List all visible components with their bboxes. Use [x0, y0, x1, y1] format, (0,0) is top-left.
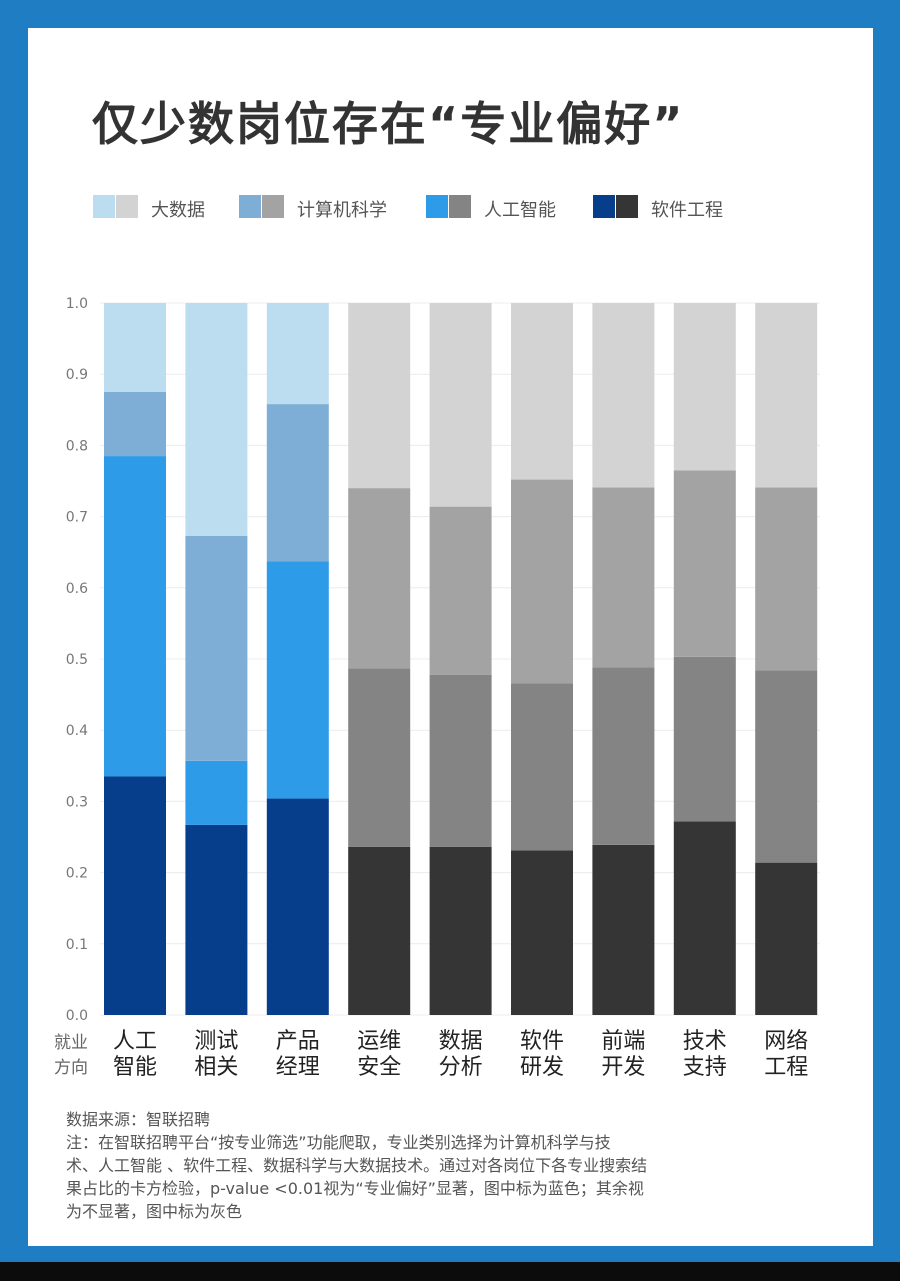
y-tick-label: 1.0 [66, 296, 88, 312]
x-axis-label: 就业 [54, 1033, 88, 1053]
bar-segment [266, 561, 329, 799]
bar-segment [511, 479, 573, 684]
legend-label: 人工智能 [484, 200, 556, 221]
x-category-label: 数据 [439, 1029, 483, 1054]
x-category-label: 技术 [683, 1029, 727, 1054]
legend-label: 大数据 [151, 200, 205, 221]
source-text: 数据来源：智联招聘 [66, 1110, 211, 1129]
y-tick-label: 0.5 [66, 652, 88, 668]
bar-segment [104, 776, 166, 1015]
bar-segment [429, 506, 492, 675]
bar-segment [266, 798, 329, 1015]
bar-segment [511, 303, 573, 480]
y-tick-label: 0.7 [66, 510, 88, 526]
bar-segment [266, 303, 329, 405]
y-tick-label: 0.0 [66, 1008, 88, 1024]
bar-segment [673, 821, 736, 1015]
legend-swatch-blue [593, 195, 615, 218]
bar-segment [592, 667, 655, 845]
legend-swatch-gray [449, 195, 471, 218]
bar-segment [185, 760, 248, 825]
legend-label: 软件工程 [651, 200, 723, 221]
legend-swatch-blue [93, 195, 115, 218]
bar-segment [755, 487, 818, 671]
x-axis-label: 方向 [54, 1058, 88, 1078]
bar-segment [104, 456, 166, 777]
bar-segment [348, 488, 411, 669]
bar-segment [755, 303, 818, 488]
bar-segment [429, 674, 492, 847]
note-line: 注：在智联招聘平台“按专业筛选”功能爬取，专业类别选择为计算机科学与技 [66, 1133, 611, 1152]
x-category-label: 前端 [601, 1029, 645, 1054]
bar-segment [755, 670, 818, 863]
bar-segment [348, 668, 411, 847]
bar-segment [104, 303, 166, 392]
legend-swatch-blue [239, 195, 261, 218]
x-category-label: 工程 [764, 1055, 808, 1080]
bar-segment [511, 850, 573, 1015]
legend-swatch-gray [262, 195, 284, 218]
legend-label: 计算机科学 [297, 200, 387, 221]
stacked-bar-chart: 0.0 0.1 0.2 0.3 0.4 0.5 0.6 0.7 0.8 0.9 1.0 人工智能 测试相… [54, 296, 820, 1080]
x-category-label: 测试 [194, 1029, 238, 1054]
x-category-label: 分析 [439, 1055, 483, 1080]
x-category-label: 开发 [601, 1055, 645, 1080]
legend-swatch-blue [426, 195, 448, 218]
bar-segment [348, 303, 411, 489]
note-line: 为不显著，图中标为灰色 [66, 1202, 243, 1221]
bar-segment [673, 470, 736, 657]
y-tick-label: 0.8 [66, 438, 88, 454]
y-tick-label: 0.4 [66, 723, 88, 739]
x-category-label: 运维 [357, 1029, 401, 1054]
bar-segment [185, 535, 248, 761]
bar-segment [185, 824, 248, 1015]
bar-segment [755, 862, 818, 1015]
x-category-label: 软件 [520, 1029, 564, 1054]
bar-segment [511, 683, 573, 851]
note-line: 果占比的卡方检验，p-value <0.01视为“专业偏好”显著，图中标为蓝色；… [66, 1179, 644, 1198]
bar-segment [592, 844, 655, 1015]
bar-segment [592, 487, 655, 668]
bar-segment [104, 392, 166, 457]
legend-swatch-gray [116, 195, 138, 218]
x-category-label: 产品 [276, 1029, 320, 1054]
note-line: 术、人工智能 、软件工程、数据科学与大数据技术。通过对各岗位下各专业搜索结 [66, 1156, 648, 1175]
x-category-label: 相关 [194, 1055, 238, 1080]
legend-swatch-gray [616, 195, 638, 218]
x-category-label: 经理 [276, 1055, 320, 1080]
x-category-label: 支持 [683, 1055, 727, 1080]
y-tick-label: 0.2 [66, 866, 88, 882]
y-tick-label: 0.9 [66, 367, 88, 383]
x-category-label: 人工 [113, 1029, 157, 1054]
footnote: 数据来源：智联招聘 注：在智联招聘平台“按专业筛选”功能爬取，专业类别选择为计算… [66, 1108, 826, 1223]
bar-segment [592, 303, 655, 488]
y-tick-label: 0.3 [66, 794, 88, 810]
bar-segment [348, 846, 411, 1015]
bar-segment [185, 303, 248, 536]
x-category-label: 智能 [113, 1055, 157, 1080]
bar-segment [266, 404, 329, 562]
bar-segment [673, 303, 736, 471]
y-tick-label: 0.1 [66, 937, 88, 953]
bar-segment [429, 303, 492, 507]
y-tick-label: 0.6 [66, 581, 88, 597]
bar-segment [429, 846, 492, 1015]
x-category-label: 安全 [357, 1055, 401, 1080]
x-category-label: 网络 [764, 1029, 808, 1054]
x-category-label: 研发 [520, 1055, 564, 1080]
bottom-bar [0, 1262, 900, 1281]
chart-title: 仅少数岗位存在“专业偏好” [92, 97, 685, 151]
bar-segment [673, 656, 736, 822]
